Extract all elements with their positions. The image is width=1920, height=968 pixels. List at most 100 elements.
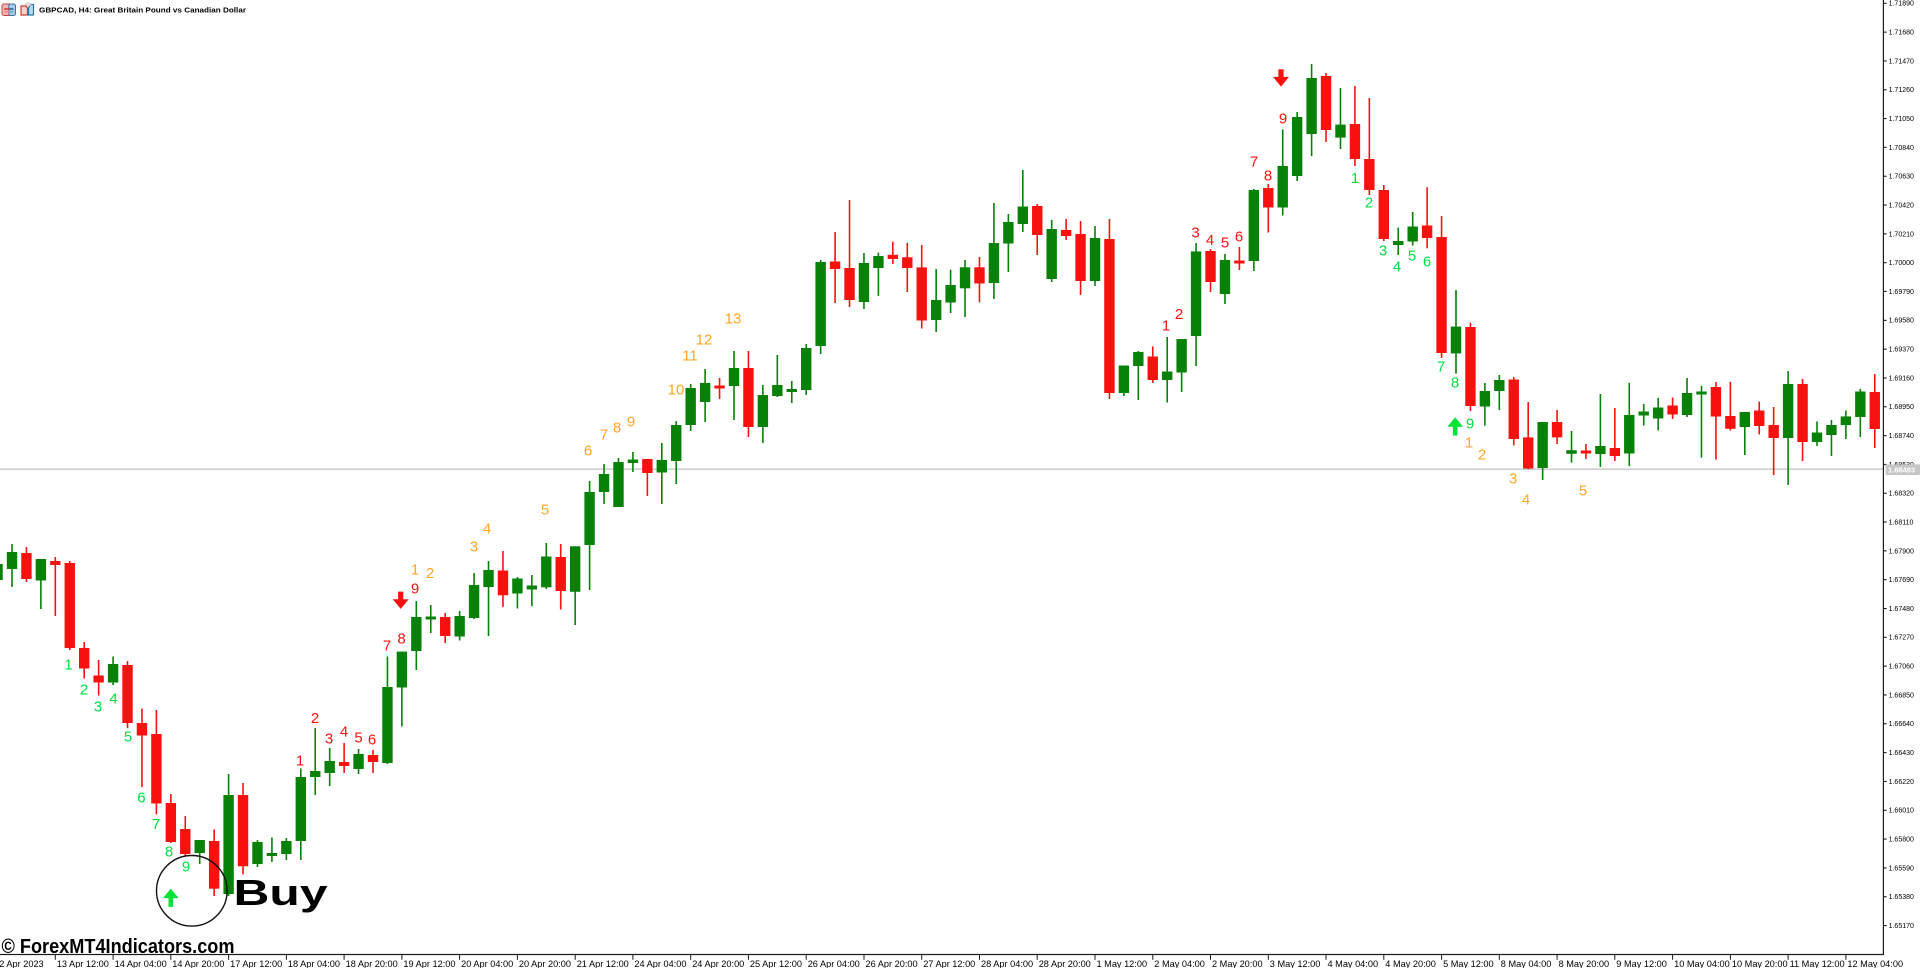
svg-text:12 May 04:00: 12 May 04:00 <box>1847 959 1903 968</box>
svg-text:24 Apr 20:00: 24 Apr 20:00 <box>692 959 744 968</box>
svg-text:1.68110: 1.68110 <box>1889 520 1914 527</box>
svg-text:10 May 20:00: 10 May 20:00 <box>1732 959 1788 968</box>
svg-text:1.65170: 1.65170 <box>1889 923 1914 930</box>
svg-text:4: 4 <box>1522 491 1530 508</box>
svg-text:11 May 12:00: 11 May 12:00 <box>1790 959 1845 968</box>
svg-text:1.70420: 1.70420 <box>1889 202 1914 209</box>
svg-text:9: 9 <box>1466 415 1474 432</box>
svg-text:1.69580: 1.69580 <box>1889 318 1914 325</box>
svg-text:3: 3 <box>94 698 102 715</box>
svg-text:1.68493: 1.68493 <box>1888 466 1915 475</box>
svg-text:2: 2 <box>311 710 319 727</box>
svg-text:7: 7 <box>152 816 160 833</box>
svg-text:18 Apr 20:00: 18 Apr 20:00 <box>346 959 398 968</box>
svg-text:1.66430: 1.66430 <box>1889 750 1914 757</box>
svg-text:6: 6 <box>137 789 145 806</box>
svg-text:3: 3 <box>1191 224 1199 241</box>
svg-text:25 Apr 12:00: 25 Apr 12:00 <box>750 959 802 968</box>
svg-text:1.70630: 1.70630 <box>1889 174 1914 181</box>
svg-text:1: 1 <box>296 752 304 769</box>
svg-text:17 Apr 12:00: 17 Apr 12:00 <box>230 959 282 968</box>
svg-text:5 May 12:00: 5 May 12:00 <box>1443 959 1494 968</box>
svg-text:19 Apr 12:00: 19 Apr 12:00 <box>403 959 455 968</box>
svg-text:4: 4 <box>340 723 348 740</box>
svg-text:4 May 04:00: 4 May 04:00 <box>1328 959 1379 968</box>
svg-text:2: 2 <box>1175 306 1183 323</box>
svg-text:10: 10 <box>668 381 685 398</box>
svg-text:8 May 20:00: 8 May 20:00 <box>1559 959 1610 968</box>
svg-text:1.69160: 1.69160 <box>1889 375 1914 382</box>
svg-text:11: 11 <box>682 347 698 364</box>
svg-text:1 May 12:00: 1 May 12:00 <box>1097 959 1148 968</box>
svg-text:26 Apr 20:00: 26 Apr 20:00 <box>866 959 918 968</box>
svg-text:10 May 04:00: 10 May 04:00 <box>1674 959 1730 968</box>
svg-text:1: 1 <box>1351 170 1359 187</box>
svg-text:4 May 20:00: 4 May 20:00 <box>1385 959 1436 968</box>
svg-text:6: 6 <box>368 731 376 748</box>
svg-text:1.65380: 1.65380 <box>1889 894 1914 901</box>
svg-text:1.66640: 1.66640 <box>1889 721 1914 728</box>
svg-text:5: 5 <box>354 729 362 746</box>
svg-text:3: 3 <box>1509 470 1517 487</box>
svg-text:9: 9 <box>1279 110 1287 127</box>
svg-text:1.71260: 1.71260 <box>1889 87 1914 94</box>
svg-text:1.66010: 1.66010 <box>1889 808 1914 815</box>
svg-text:1.67270: 1.67270 <box>1889 635 1914 642</box>
svg-text:20 Apr 04:00: 20 Apr 04:00 <box>461 959 513 968</box>
svg-text:1.66220: 1.66220 <box>1889 779 1914 786</box>
svg-text:5: 5 <box>1221 234 1229 251</box>
svg-text:1: 1 <box>1162 317 1170 334</box>
svg-text:1.68740: 1.68740 <box>1889 433 1914 440</box>
svg-text:© ForexMT4Indicators.com: © ForexMT4Indicators.com <box>2 936 235 958</box>
svg-text:6: 6 <box>1235 228 1243 245</box>
svg-text:21 Apr 12:00: 21 Apr 12:00 <box>577 959 629 968</box>
svg-text:2: 2 <box>1365 194 1373 211</box>
svg-text:1.66850: 1.66850 <box>1889 692 1914 699</box>
svg-text:9: 9 <box>627 413 635 430</box>
svg-text:1.71050: 1.71050 <box>1889 116 1914 123</box>
svg-text:9: 9 <box>411 580 419 597</box>
svg-text:4: 4 <box>1206 232 1214 249</box>
svg-text:1.70210: 1.70210 <box>1889 231 1914 238</box>
svg-text:4: 4 <box>109 690 117 707</box>
svg-text:1: 1 <box>1465 434 1473 451</box>
svg-text:2: 2 <box>426 565 434 582</box>
svg-text:1.69790: 1.69790 <box>1889 289 1914 296</box>
svg-text:8 May 04:00: 8 May 04:00 <box>1501 959 1552 968</box>
svg-text:9: 9 <box>182 858 190 875</box>
svg-text:1.70000: 1.70000 <box>1889 260 1914 267</box>
svg-text:1.69370: 1.69370 <box>1889 347 1914 354</box>
svg-text:3: 3 <box>325 730 333 747</box>
svg-text:2 May 04:00: 2 May 04:00 <box>1154 959 1205 968</box>
svg-text:1.67060: 1.67060 <box>1889 664 1914 671</box>
svg-text:1.70840: 1.70840 <box>1889 145 1914 152</box>
svg-text:GBPCAD, H4: Great Britain Pou: GBPCAD, H4: Great Britain Pound vs Canad… <box>39 6 246 15</box>
svg-text:2: 2 <box>80 681 88 698</box>
svg-text:13 Apr 12:00: 13 Apr 12:00 <box>57 959 109 968</box>
svg-text:2 May 20:00: 2 May 20:00 <box>1212 959 1263 968</box>
svg-text:12: 12 <box>696 331 713 348</box>
svg-text:6: 6 <box>1423 253 1431 270</box>
svg-text:4: 4 <box>1393 258 1401 275</box>
svg-text:1.67900: 1.67900 <box>1889 548 1914 555</box>
svg-text:6: 6 <box>584 442 592 459</box>
svg-text:12 Apr 2023: 12 Apr 2023 <box>0 959 44 968</box>
svg-text:5: 5 <box>124 728 132 745</box>
svg-text:1.65800: 1.65800 <box>1889 837 1914 844</box>
svg-text:8: 8 <box>1451 374 1459 391</box>
svg-text:8: 8 <box>1264 167 1272 184</box>
svg-text:1.71470: 1.71470 <box>1889 58 1914 65</box>
svg-text:5: 5 <box>1408 247 1416 264</box>
svg-text:3 May 12:00: 3 May 12:00 <box>1270 959 1321 968</box>
svg-text:2: 2 <box>1478 446 1486 463</box>
svg-text:Buy: Buy <box>234 872 328 913</box>
svg-text:5: 5 <box>1579 482 1587 499</box>
svg-text:7: 7 <box>1437 358 1445 375</box>
svg-text:3: 3 <box>1379 242 1387 259</box>
svg-text:8: 8 <box>397 630 405 647</box>
svg-text:1.68950: 1.68950 <box>1889 404 1914 411</box>
svg-text:1.67480: 1.67480 <box>1889 606 1914 613</box>
svg-text:13: 13 <box>725 310 742 327</box>
svg-text:7: 7 <box>383 637 391 654</box>
svg-text:1.71680: 1.71680 <box>1889 30 1914 37</box>
